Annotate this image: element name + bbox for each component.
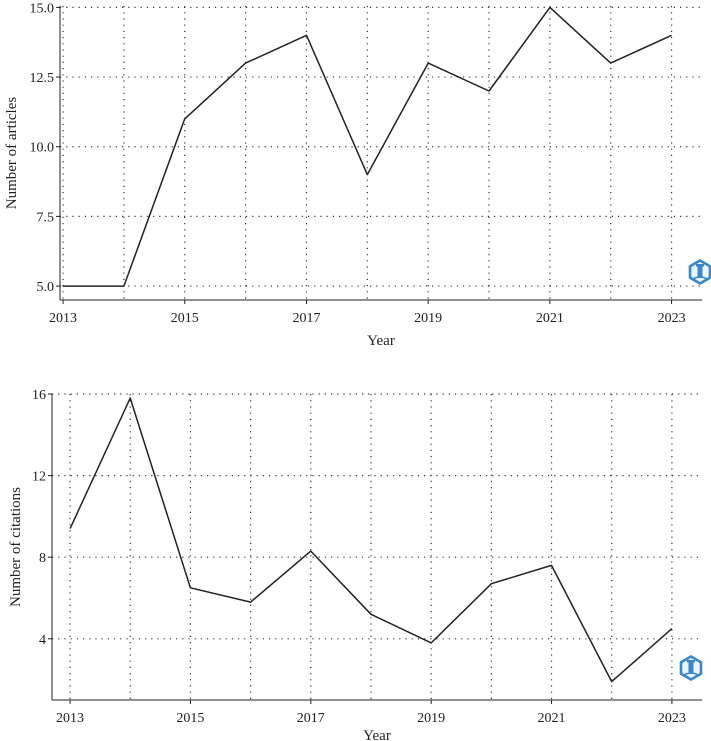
- y-axis-title: Number of citations: [8, 487, 24, 607]
- x-tick-label: 2013: [49, 311, 77, 326]
- x-tick-label: 2021: [538, 711, 566, 726]
- x-tick-label: 2019: [417, 711, 445, 726]
- y-axis-title: Number of articles: [4, 97, 20, 210]
- publisher-logo-icon: [679, 655, 703, 681]
- series-line: [63, 6, 672, 287]
- y-tick-label: 16: [32, 388, 46, 403]
- x-tick-label: 2013: [56, 711, 84, 726]
- y-tick-label: 15.0: [30, 1, 55, 16]
- publisher-logo-icon: [688, 259, 711, 285]
- x-tick-label: 2023: [658, 311, 686, 326]
- x-tick-label: 2023: [658, 711, 686, 726]
- y-tick-label: 4: [39, 633, 46, 648]
- x-axis-title: Year: [363, 728, 391, 741]
- x-tick-label: 2015: [171, 311, 199, 326]
- y-tick-label: 12: [32, 470, 46, 485]
- x-tick-label: 2015: [176, 711, 204, 726]
- x-tick-label: 2019: [414, 311, 442, 326]
- series-line: [69, 397, 673, 683]
- y-tick-label: 7.5: [37, 210, 55, 225]
- x-axis-title: Year: [367, 333, 395, 349]
- y-tick-label: 12.5: [30, 71, 55, 86]
- y-tick-label: 10.0: [30, 141, 55, 156]
- x-tick-label: 2021: [536, 311, 564, 326]
- chart-citations: 2013 2015 2017 2019 2021 2023 4 8 12 16 Year Number…: [8, 388, 703, 741]
- y-tick-label: 5.0: [37, 280, 55, 295]
- x-tick-label: 2017: [292, 311, 320, 326]
- x-tick-label: 2017: [297, 711, 325, 726]
- y-tick-label: 8: [39, 551, 46, 566]
- chart-articles: 2013 2015 2017 2019 2021 2023 5.0 7.5 10.0 12.5 15…: [4, 1, 711, 349]
